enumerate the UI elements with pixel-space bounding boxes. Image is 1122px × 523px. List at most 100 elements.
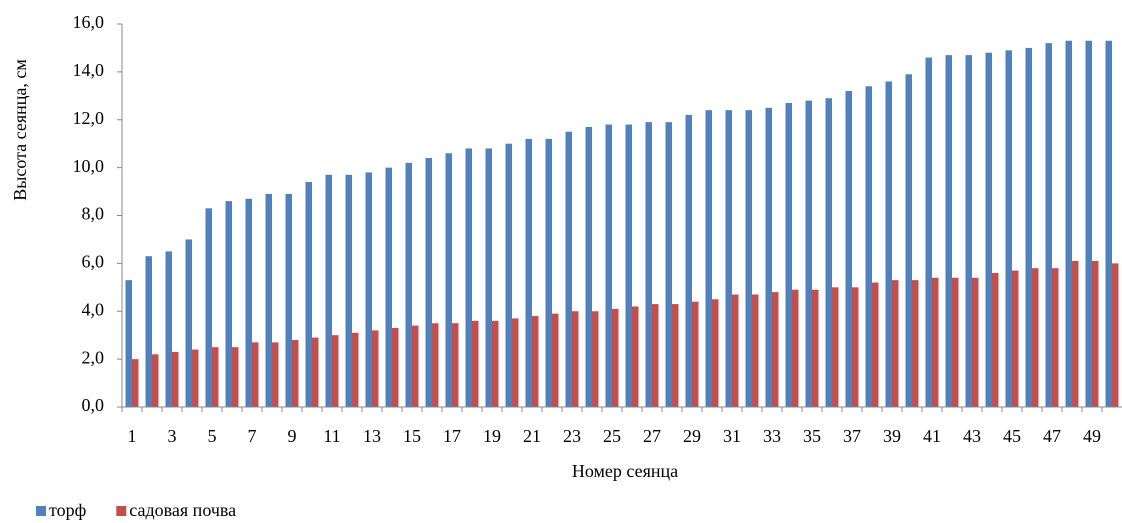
- x-tick-label: 1: [128, 426, 137, 446]
- bar: [532, 316, 539, 407]
- x-tick-label: 3: [168, 426, 177, 446]
- bar: [372, 330, 379, 407]
- bar: [225, 201, 232, 407]
- bar: [192, 349, 199, 407]
- bar: [1032, 268, 1039, 407]
- bar: [465, 148, 472, 407]
- bar: [1085, 40, 1092, 407]
- bar: [1065, 40, 1072, 407]
- bar: [705, 110, 712, 408]
- bar: [805, 100, 812, 407]
- bar: [645, 122, 652, 408]
- bar: [832, 287, 839, 407]
- x-tick-label: 23: [563, 426, 581, 446]
- bar: [452, 323, 459, 407]
- y-tick-label: 10,0: [73, 156, 105, 176]
- bar: [1112, 263, 1119, 407]
- bar: [152, 354, 159, 407]
- legend-swatch: [36, 506, 46, 516]
- x-tick-label: 5: [208, 426, 217, 446]
- x-tick-label: 27: [643, 426, 661, 446]
- bar: [325, 174, 332, 407]
- bar: [525, 138, 532, 407]
- x-tick-label: 11: [323, 426, 340, 446]
- bar: [392, 328, 399, 407]
- bar: [145, 256, 152, 407]
- legend-label: торф: [49, 500, 86, 520]
- x-tick-label: 33: [763, 426, 781, 446]
- bar: [292, 339, 299, 407]
- bar: [872, 282, 879, 407]
- bar: [205, 208, 212, 407]
- bar: [572, 311, 579, 407]
- bar: [972, 277, 979, 407]
- legend-label: садовая почва: [129, 500, 236, 520]
- bar: [665, 122, 672, 408]
- bar: [125, 280, 132, 407]
- bar: [232, 347, 239, 407]
- bar: [345, 174, 352, 407]
- bar: [925, 57, 932, 407]
- x-tick-label: 35: [803, 426, 821, 446]
- bar: [245, 198, 252, 407]
- bar: [712, 299, 719, 407]
- bar: [1045, 43, 1052, 408]
- bar: [492, 320, 499, 407]
- x-tick-label: 19: [483, 426, 501, 446]
- y-tick-label: 4,0: [82, 299, 105, 319]
- bar: [992, 272, 999, 407]
- bar: [792, 289, 799, 407]
- bar: [612, 308, 619, 407]
- bar: [985, 52, 992, 407]
- bar: [892, 280, 899, 407]
- bar: [1012, 270, 1019, 407]
- bar: [1052, 268, 1059, 407]
- bar: [505, 143, 512, 407]
- y-axis-title: Высота сеянца, см: [10, 59, 30, 201]
- bar: [445, 153, 452, 407]
- bar: [812, 289, 819, 407]
- bar: [952, 277, 959, 407]
- bar: [412, 325, 419, 407]
- bar: [692, 301, 699, 407]
- bar: [965, 55, 972, 408]
- bar: [732, 294, 739, 407]
- bar: [285, 193, 292, 407]
- bar: [425, 158, 432, 407]
- x-tick-label: 39: [883, 426, 901, 446]
- bar: [332, 335, 339, 407]
- bar: [745, 110, 752, 408]
- bar: [552, 313, 559, 407]
- bar: [785, 102, 792, 408]
- x-tick-label: 37: [843, 426, 861, 446]
- bar: [825, 98, 832, 408]
- bar: [405, 162, 412, 407]
- bar: [365, 172, 372, 407]
- bar: [252, 342, 259, 407]
- bar: [265, 193, 272, 407]
- x-tick-label: 13: [363, 426, 381, 446]
- bar: [165, 251, 172, 407]
- y-tick-label: 0,0: [82, 395, 105, 415]
- bar: [912, 280, 919, 407]
- bar: [545, 138, 552, 407]
- x-tick-label: 29: [683, 426, 701, 446]
- bar: [632, 306, 639, 407]
- bar: [885, 81, 892, 407]
- x-tick-label: 15: [403, 426, 421, 446]
- bar: [652, 304, 659, 407]
- bar: [585, 126, 592, 408]
- x-tick-label: 41: [923, 426, 941, 446]
- x-tick-label: 31: [723, 426, 741, 446]
- bar: [212, 347, 219, 407]
- bar: [625, 124, 632, 407]
- bar: [752, 294, 759, 407]
- x-tick-label: 49: [1083, 426, 1101, 446]
- bar: [685, 114, 692, 408]
- bar: [565, 131, 572, 407]
- bar: [945, 55, 952, 408]
- bar: [772, 292, 779, 407]
- bar: [472, 320, 479, 407]
- bar: [185, 239, 192, 407]
